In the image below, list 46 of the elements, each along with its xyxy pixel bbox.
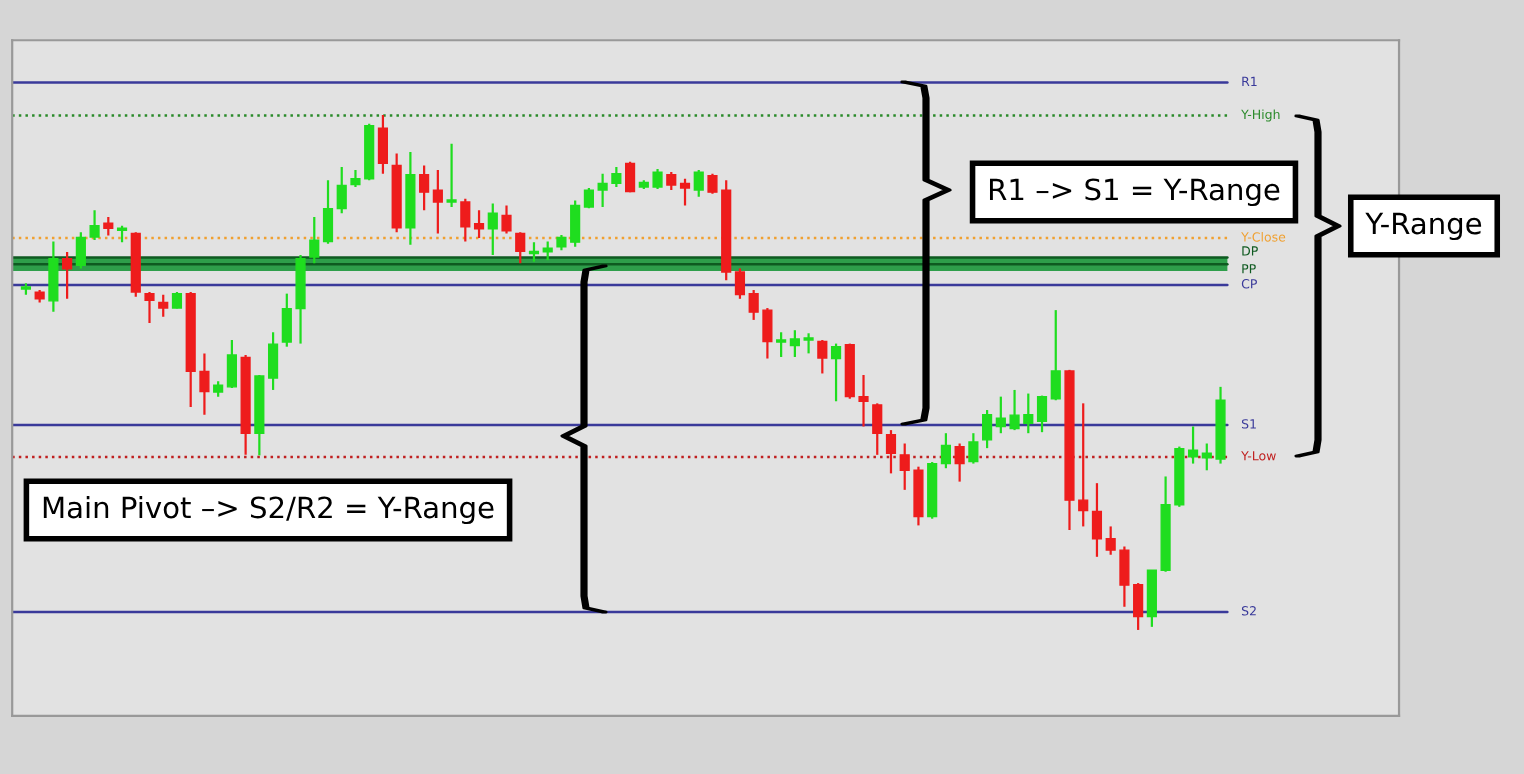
candlestick — [940, 432, 951, 470]
candlestick — [1091, 482, 1103, 558]
candlestick — [432, 168, 443, 235]
candlestick — [542, 240, 553, 262]
candlestick — [144, 290, 155, 325]
candlestick — [267, 331, 279, 392]
candlestick — [1146, 569, 1157, 628]
text: Y-Range — [1365, 212, 1482, 241]
candlestick — [377, 113, 389, 175]
candlestick — [528, 241, 540, 263]
candlestick — [830, 342, 842, 403]
candlestick — [48, 240, 59, 313]
candlestick — [666, 170, 677, 192]
candlestick — [501, 204, 512, 235]
candlestick — [1050, 309, 1061, 402]
candlestick — [309, 215, 320, 265]
candlestick — [803, 332, 814, 355]
candlestick — [789, 329, 800, 359]
annotation: Main Pivot –> S2/R2 = Y-Range — [43, 495, 494, 525]
candlestick — [515, 231, 526, 265]
candlestick — [419, 164, 430, 212]
candlestick — [487, 202, 498, 257]
annotation: R1 –> S1 = Y-Range — [989, 178, 1280, 207]
candlestick — [1036, 394, 1048, 434]
candlestick — [693, 168, 704, 198]
candlestick — [1187, 425, 1199, 465]
candlestick — [460, 197, 471, 243]
candlestick — [322, 179, 334, 245]
candlestick — [734, 267, 746, 300]
candlestick — [103, 215, 114, 237]
candlestick — [336, 165, 347, 215]
candlestick — [885, 429, 897, 475]
candlestick — [982, 408, 993, 450]
candlestick — [226, 338, 237, 389]
candlestick — [1133, 581, 1144, 632]
candlestick — [446, 142, 457, 209]
candlestick — [954, 442, 965, 483]
candlestick — [679, 177, 691, 207]
candlestick — [968, 432, 979, 465]
candlestick — [872, 402, 883, 456]
candlestick — [473, 209, 485, 240]
candlestick — [625, 160, 636, 194]
candlestick — [817, 338, 828, 375]
candlestick — [776, 331, 787, 359]
candlestick — [62, 250, 73, 300]
candlestick — [158, 293, 169, 318]
